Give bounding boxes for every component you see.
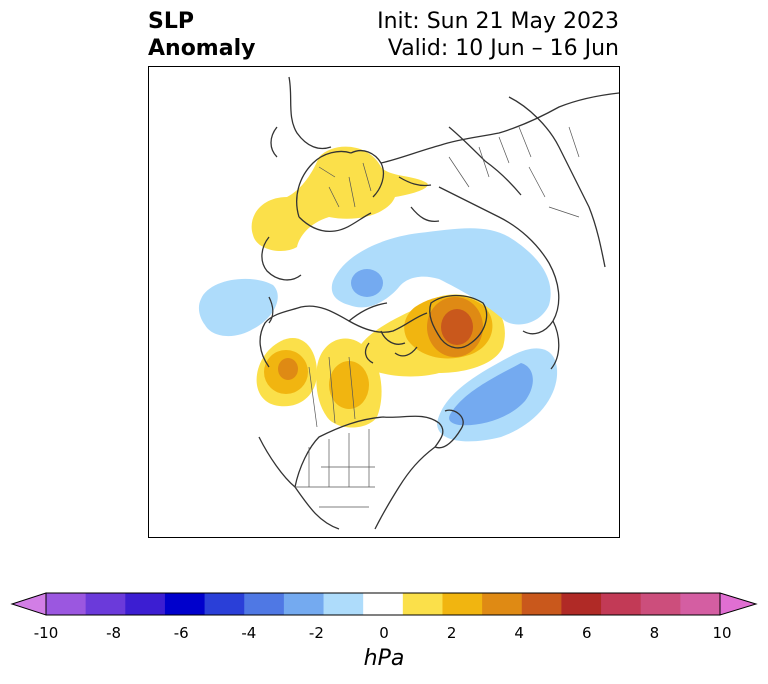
colorbar-segment [46, 593, 87, 615]
anomaly-north-pacific-negative [198, 278, 278, 337]
colorbar-segment [680, 593, 721, 615]
date-info: Init: Sun 21 May 2023 Valid: 10 Jun – 16… [377, 8, 619, 62]
colorbar-tick-label: 6 [582, 624, 592, 642]
valid-range: Valid: 10 Jun – 16 Jun [387, 36, 619, 61]
colorbar-tick-label: -6 [173, 624, 189, 642]
colorbar-segment [482, 593, 523, 615]
colorbar-outline [45, 592, 721, 616]
colorbar-segment [442, 593, 483, 615]
colorbar-segment [204, 593, 245, 615]
colorbar-tick-label: -4 [241, 624, 257, 642]
colorbar-segment [402, 593, 443, 615]
colorbar-segment [640, 593, 681, 615]
title-line-1: SLP [148, 9, 194, 34]
colorbar-tick-label: -2 [308, 624, 324, 642]
anomaly-europe-positive [251, 146, 428, 251]
colorbar-segment [244, 593, 285, 615]
slp-anomaly-map [198, 76, 619, 530]
colorbar-segment [125, 593, 166, 615]
colorbar-segment [521, 593, 562, 615]
colorbar-segment [363, 593, 404, 615]
colorbar-segment [601, 593, 642, 615]
colorbar-tick-label: 0 [379, 624, 389, 642]
title-line-2: Anomaly [148, 36, 256, 61]
anomaly-greenland-positive [356, 294, 505, 377]
colorbar-segment [283, 593, 325, 615]
anomaly-arctic-negative [331, 228, 551, 325]
init-date: Init: Sun 21 May 2023 [377, 9, 619, 34]
colorbar-extend-low [10, 592, 47, 616]
colorbar-tick-label: 8 [649, 624, 660, 642]
colorbar-segment [561, 593, 602, 615]
colorbar-segment [323, 593, 364, 615]
map-title: SLP Anomaly [148, 8, 255, 62]
colorbar-tick-label: -8 [106, 624, 122, 642]
map-panel [148, 66, 620, 538]
colorbar-extend-high [719, 592, 758, 616]
colorbar-tick-label: 4 [514, 624, 524, 642]
colorbar-tick-label: -10 [33, 624, 59, 642]
anomaly-north-atlantic-negative [437, 348, 558, 442]
colorbar-tick-label: 2 [446, 624, 457, 642]
anomaly-pacific-nw-positive [256, 337, 317, 407]
political-borders [295, 126, 580, 508]
colorbar-segment [85, 593, 126, 615]
colorbar [10, 592, 758, 616]
colorbar-unit: hPa [363, 646, 405, 671]
colorbar-segments [46, 593, 721, 615]
colorbar-segment [164, 593, 206, 615]
colorbar-tick-label: 10 [712, 624, 732, 642]
